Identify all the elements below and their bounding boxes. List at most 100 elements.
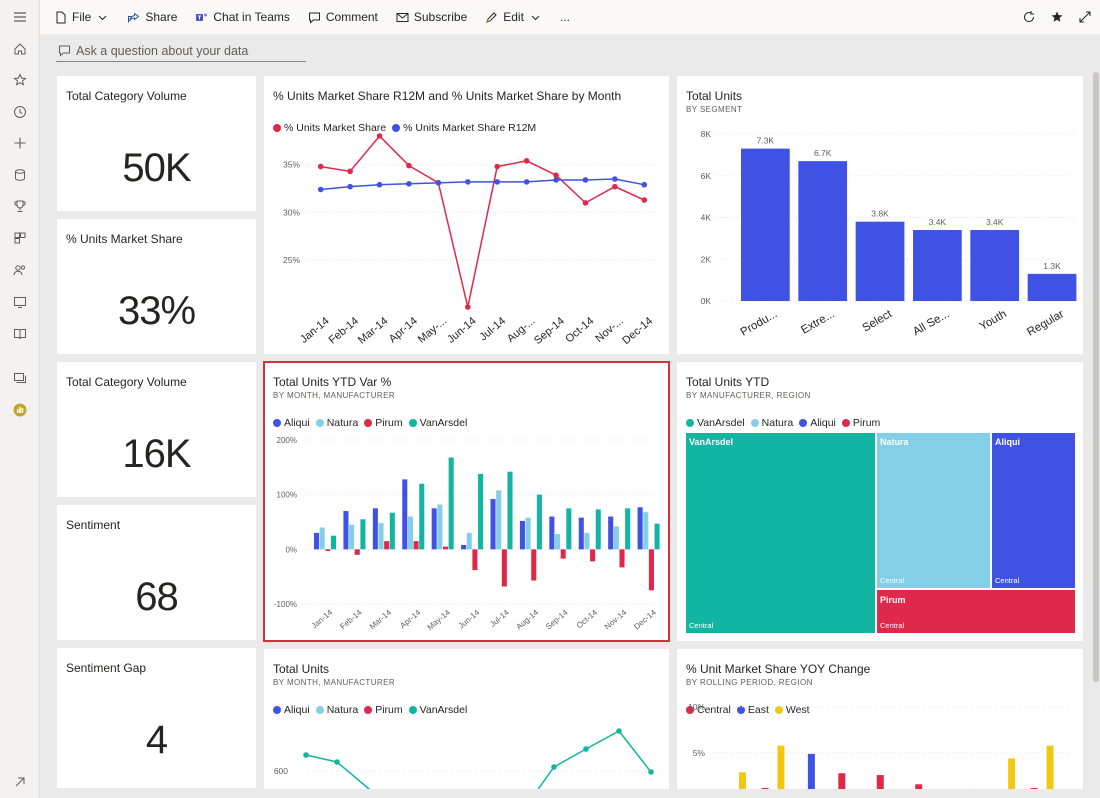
data-point (334, 759, 340, 765)
x-tick-label: Feb-14 (327, 315, 361, 347)
legend-item: Central (686, 704, 731, 716)
bar (536, 494, 542, 550)
treemap-sublabel: Central (995, 576, 1020, 585)
favorites-star-icon[interactable] (10, 70, 30, 90)
card-total-category-volume-2[interactable]: Total Category Volume 16K (57, 362, 256, 497)
card-total-category-volume[interactable]: Total Category Volume 50K (57, 76, 256, 211)
report-toolbar: File Share Chat in Teams Comment Subscri… (40, 0, 1100, 34)
tile-market-share-line[interactable]: % Units Market Share R12M and % Units Ma… (264, 76, 669, 354)
vertical-scrollbar[interactable] (1093, 72, 1099, 682)
x-tick-label: Regular (1025, 308, 1066, 339)
tile-ytd-treemap[interactable]: Total Units YTD BY MANUFACTURER, REGION … (677, 362, 1083, 641)
card-value: 16K (122, 432, 191, 476)
share-button[interactable]: Share (118, 0, 186, 34)
bar (496, 490, 502, 550)
bar (431, 508, 437, 550)
x-tick-label: Mar-14 (368, 608, 394, 632)
chat-in-teams-button[interactable]: Chat in Teams (186, 0, 298, 34)
card-value: 68 (135, 575, 179, 619)
bar (566, 508, 572, 550)
data-point (616, 728, 622, 734)
treemap-natura[interactable]: Natura Central (877, 433, 991, 589)
comment-label: Comment (325, 10, 378, 24)
data-point (406, 180, 412, 187)
y-tick-label: -100% (274, 600, 297, 609)
workspace-layers-icon[interactable] (10, 368, 30, 388)
comment-icon (308, 12, 320, 24)
legend-item: VanArsdel (408, 704, 467, 716)
card-sentiment-gap[interactable]: Sentiment Gap 4 (57, 648, 256, 788)
market-share-line-chart: 25% 30% 35% Jan-14Feb-14Mar-14Apr-14May-...… (283, 133, 659, 347)
workspace-avatar-icon[interactable] (10, 400, 30, 420)
legend-item: % Units Market Share R12M (392, 122, 536, 134)
tile-total-units-segment[interactable]: Total Units BY SEGMENT 0K 2K 4K 6K 8K 7.3K Pro… (677, 76, 1083, 354)
bar (472, 549, 478, 571)
shared-people-icon[interactable] (10, 260, 30, 280)
bar (314, 532, 320, 550)
chart-legend: Central East West (686, 704, 810, 716)
bar (407, 516, 413, 550)
home-icon[interactable] (10, 39, 30, 59)
fullscreen-icon[interactable] (1078, 10, 1092, 24)
bar (442, 546, 449, 550)
series-line (320, 134, 645, 308)
qa-placeholder: Ask a question about your data (76, 43, 249, 58)
subscribe-label: Subscribe (413, 10, 468, 24)
treemap-aliqui[interactable]: Aliqui Central (992, 433, 1075, 589)
hamburger-menu-icon[interactable] (10, 7, 30, 27)
bar (613, 526, 619, 550)
more-options-button[interactable]: ... (551, 0, 579, 34)
bar (913, 230, 962, 301)
goals-trophy-icon[interactable] (10, 196, 30, 216)
file-menu-button[interactable]: File (40, 0, 118, 34)
datasets-cylinder-icon[interactable] (10, 165, 30, 185)
x-tick-label: Dec-14 (620, 315, 655, 347)
tile-ytd-var[interactable]: Total Units YTD Var % BY MONTH, MANUFACT… (263, 361, 670, 642)
y-tick-label: 25% (283, 255, 300, 265)
series-line (320, 178, 645, 191)
comment-button[interactable]: Comment (299, 0, 387, 34)
data-point (641, 181, 648, 188)
bar (739, 772, 746, 789)
apps-icon[interactable] (10, 228, 30, 248)
file-icon (56, 11, 66, 23)
recent-clock-icon[interactable] (10, 102, 30, 122)
x-tick-label: Aug-... (505, 315, 538, 345)
share-icon (128, 12, 140, 22)
tile-total-units-month[interactable]: Total Units BY MONTH, MANUFACTURER Aliqu… (264, 649, 669, 789)
tile-yoy-change[interactable]: % Unit Market Share YOY Change BY ROLLIN… (677, 649, 1083, 789)
refresh-icon[interactable] (1022, 10, 1036, 24)
learn-icon[interactable] (10, 292, 30, 312)
bar (343, 511, 349, 550)
x-tick-label: Select (860, 308, 894, 335)
data-point (583, 746, 589, 752)
qa-search-box[interactable]: Ask a question about your data (56, 40, 306, 62)
x-tick-label: Apr-14 (387, 315, 420, 345)
data-label: 1.3K (1043, 261, 1061, 271)
data-point (347, 183, 353, 190)
expand-arrow-icon[interactable] (10, 772, 30, 792)
card-sentiment[interactable]: Sentiment 68 (57, 505, 256, 640)
create-plus-icon[interactable] (10, 133, 30, 153)
bar (625, 508, 631, 550)
card-title: Total Category Volume (66, 375, 187, 389)
legend-item: Aliqui (799, 417, 836, 429)
legend-item: % Units Market Share (273, 122, 386, 134)
data-point (464, 304, 471, 310)
edit-menu-button[interactable]: Edit (476, 0, 551, 34)
chart-legend: Aliqui Natura Pirum VanArsdel (273, 704, 467, 716)
legend-item: Natura (750, 417, 793, 429)
x-tick-label: May-... (416, 315, 449, 346)
subscribe-button[interactable]: Subscribe (387, 0, 476, 34)
treemap-vanarsdel[interactable]: VanArsdel Central (686, 433, 876, 633)
bar (654, 523, 660, 550)
favorite-star-icon[interactable] (1050, 10, 1064, 24)
bar (490, 499, 496, 550)
treemap-pirum[interactable]: Pirum Central (877, 590, 1075, 633)
data-point (648, 769, 654, 775)
card-units-market-share[interactable]: % Units Market Share 33% (57, 219, 256, 354)
share-label: Share (145, 10, 178, 24)
y-tick-label: 600 (274, 766, 288, 776)
tile-title: Total Units (686, 89, 743, 103)
workspaces-book-icon[interactable] (10, 324, 30, 344)
